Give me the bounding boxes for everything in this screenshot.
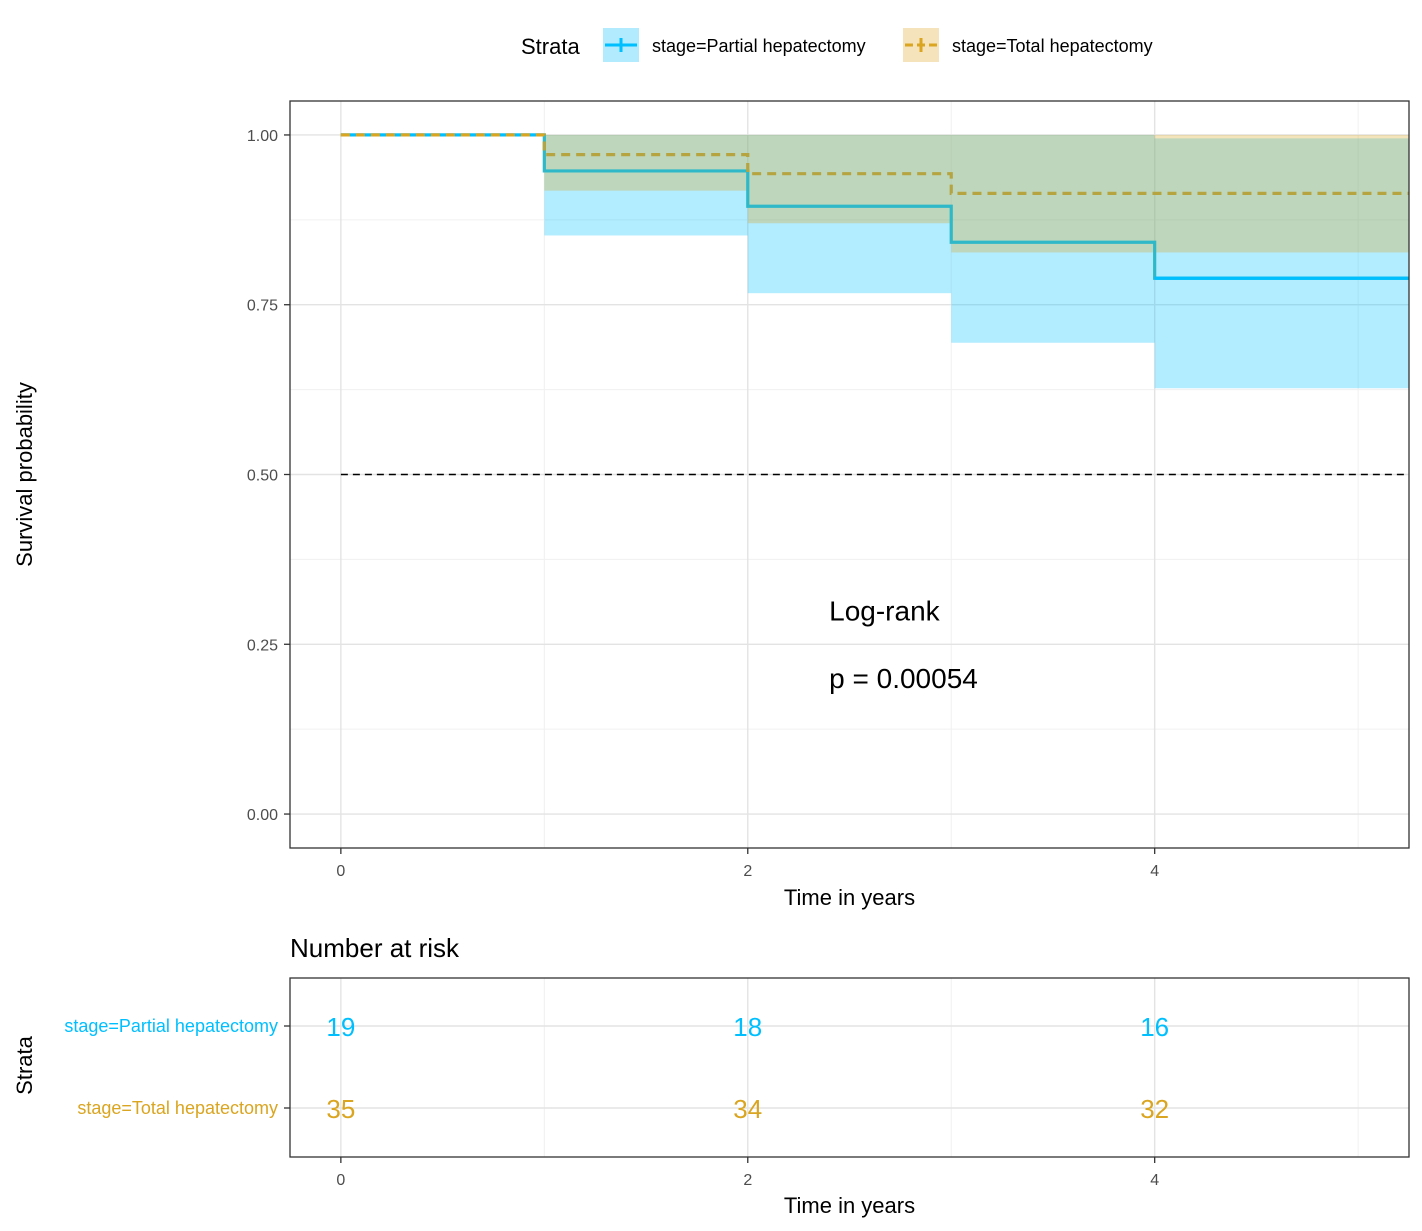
y-axis-title: Survival probability (12, 382, 37, 567)
x-axis-ticks: 0 2 4 (336, 848, 1159, 880)
risk-y-axis-title: Strata (12, 1035, 37, 1094)
risk-x-tick-label: 0 (336, 1172, 345, 1189)
risk-x-axis-ticks: 0 2 4 (336, 1157, 1159, 1189)
curve-total (340, 133, 1409, 195)
curve-partial (340, 133, 1409, 280)
x-tick-label: 2 (743, 863, 752, 880)
risk-value: 32 (1140, 1094, 1169, 1124)
risk-x-axis-title: Time in years (784, 1193, 915, 1218)
risk-table: Number at risk 19 18 16 35 34 32 stage=Partia… (12, 933, 1410, 1218)
legend-entry-partial: stage=Partial hepatectomy (603, 28, 866, 62)
y-tick-label: 0.50 (247, 468, 278, 485)
y-tick-label: 0.00 (247, 807, 278, 824)
ci-band-partial (544, 134, 748, 236)
risk-value: 16 (1140, 1012, 1169, 1042)
ci-band-partial (1154, 138, 1409, 389)
main-panel: 0.00 0.25 0.50 0.75 1.00 0 2 4 Time in years S… (12, 100, 1410, 910)
survival-curves (340, 133, 1409, 280)
legend: Strata stage=Partial hepatectomy stage=T… (521, 28, 1153, 62)
risk-gridlines (290, 978, 1409, 1157)
legend-label-partial: stage=Partial hepatectomy (652, 36, 866, 56)
logrank-label: Log-rank (829, 595, 941, 626)
risk-strata-labels: stage=Partial hepatectomy stage=Total hep… (64, 1016, 290, 1118)
risk-panel-border (289, 977, 1410, 1158)
legend-title: Strata (521, 34, 580, 59)
risk-value: 18 (733, 1012, 762, 1042)
ci-band-partial (747, 134, 952, 294)
legend-entry-total: stage=Total hepatectomy (903, 28, 1153, 62)
ci-band-total (747, 134, 952, 224)
y-tick-label: 1.00 (247, 128, 278, 145)
x-tick-label: 4 (1150, 863, 1159, 880)
risk-x-tick-label: 2 (743, 1172, 752, 1189)
ci-band-partial (951, 134, 1155, 343)
confidence-bands (544, 134, 1409, 389)
legend-label-total: stage=Total hepatectomy (952, 36, 1153, 56)
y-axis-ticks: 0.00 0.25 0.50 0.75 1.00 (247, 128, 290, 824)
risk-strata-label: stage=Partial hepatectomy (64, 1016, 278, 1036)
risk-value: 19 (326, 1012, 355, 1042)
y-tick-label: 0.25 (247, 637, 278, 654)
y-tick-label: 0.75 (247, 298, 278, 315)
risk-values: 19 18 16 35 34 32 (326, 1012, 1169, 1124)
ci-band-total (544, 134, 748, 191)
risk-table-title: Number at risk (290, 933, 460, 963)
x-axis-title: Time in years (784, 885, 915, 910)
risk-value: 34 (733, 1094, 762, 1124)
logrank-pvalue: p = 0.00054 (829, 663, 978, 694)
x-tick-label: 0 (336, 863, 345, 880)
risk-strata-label: stage=Total hepatectomy (77, 1098, 278, 1118)
risk-x-tick-label: 4 (1150, 1172, 1159, 1189)
risk-value: 35 (326, 1094, 355, 1124)
